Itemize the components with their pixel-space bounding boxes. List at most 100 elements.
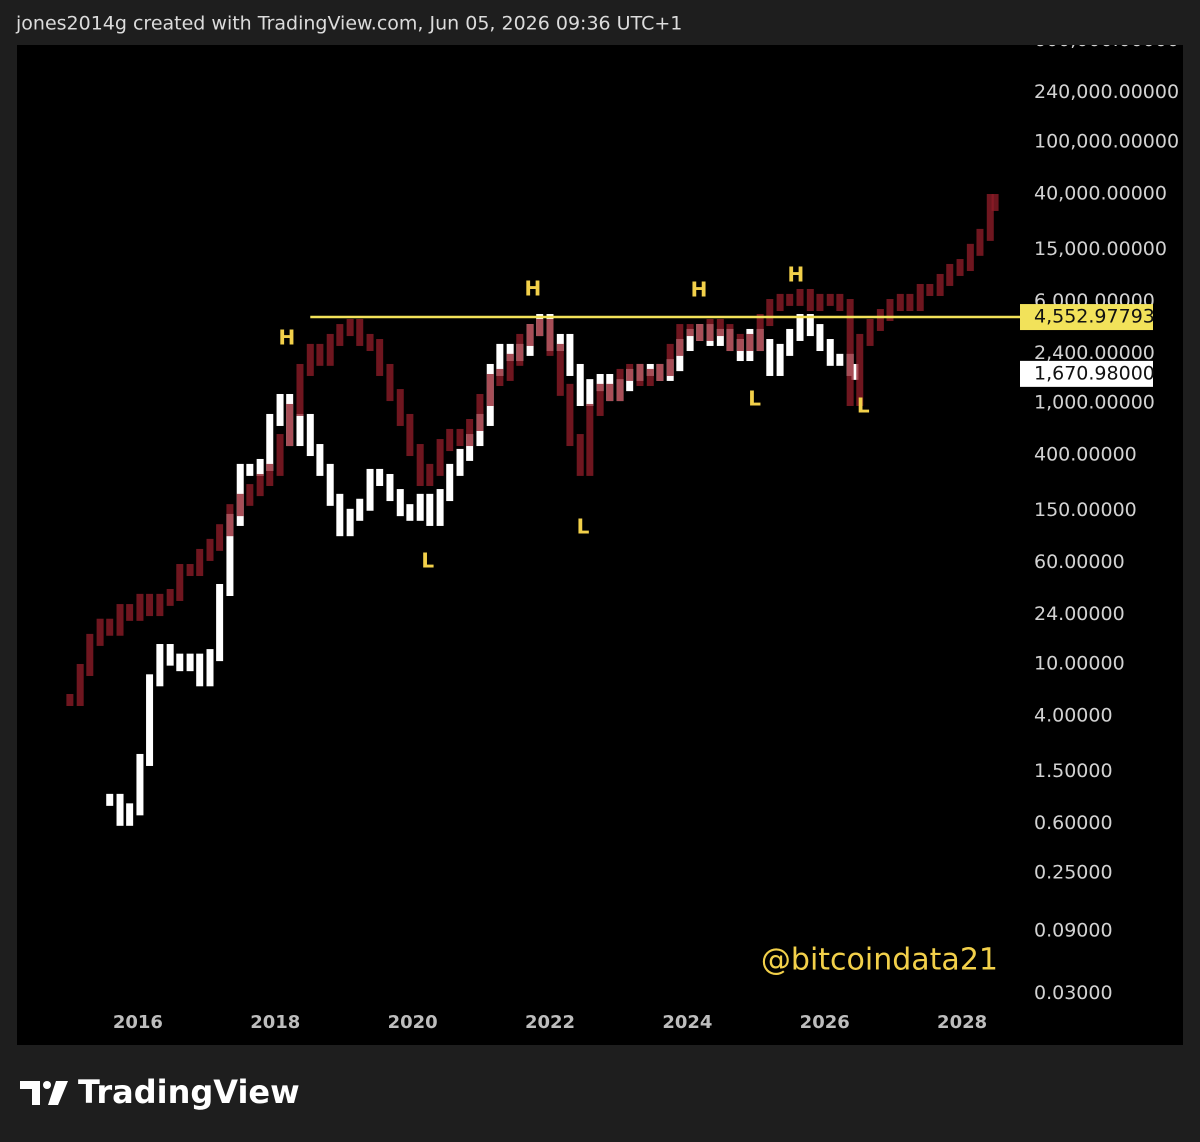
price-bar: [556, 343, 564, 396]
price-bar: [766, 339, 774, 376]
price-bar: [836, 353, 844, 366]
price-bar: [576, 434, 584, 476]
price-bar: [396, 389, 404, 426]
price-bar: [316, 444, 324, 476]
y-tick-label: 240,000.00000: [1034, 81, 1179, 103]
price-bar: [116, 793, 124, 826]
brand: TradingView: [78, 1073, 300, 1111]
price-bar: [796, 314, 804, 341]
price-bar: [266, 413, 274, 471]
price-bar: [466, 434, 474, 461]
price-bar: [396, 489, 404, 517]
price-bar: [206, 538, 214, 561]
y-tick-label: 2,400.00000: [1034, 342, 1155, 364]
price-bar: [126, 803, 134, 826]
price-bar: [586, 379, 594, 406]
price-bar: [476, 393, 484, 432]
price-bar: [696, 324, 704, 341]
price-bar: [796, 288, 804, 306]
price-bar: [416, 444, 424, 486]
price-bar: [156, 593, 164, 617]
price-bar: [406, 504, 414, 521]
price-bar: [246, 463, 254, 476]
price-bar: [456, 448, 464, 476]
x-tick-label: 2016: [113, 1012, 163, 1033]
price-bar: [706, 318, 714, 341]
price-bar: [286, 403, 294, 447]
price-bar: [806, 314, 814, 337]
price-bar: [851, 363, 859, 380]
x-tick-label: 2026: [800, 1012, 850, 1033]
annotation: L: [748, 386, 761, 410]
price-bar: [326, 333, 334, 366]
y-tick-label: 4.00000: [1034, 704, 1113, 726]
price-bar: [446, 428, 454, 452]
price-bar: [186, 653, 194, 672]
price-bar: [956, 259, 964, 276]
price-bar: [736, 333, 744, 352]
annotation: H: [524, 276, 541, 300]
y-tick-label: 40,000.00000: [1034, 182, 1167, 204]
x-tick-label: 2018: [250, 1012, 300, 1033]
price-bar: [226, 513, 234, 597]
price-bar: [406, 413, 414, 457]
price-bar: [326, 463, 334, 506]
price-bar: [226, 504, 234, 537]
price-bar: [106, 793, 114, 806]
price-bar: [496, 343, 504, 376]
chart-panel: [17, 45, 1183, 1045]
price-bar: [186, 564, 194, 577]
price-bar: [296, 363, 304, 416]
price-bar: [616, 368, 624, 402]
price-bar: [96, 618, 104, 646]
price-bar: [866, 318, 874, 346]
price-bar: [466, 419, 474, 447]
y-tick-label: 10.00000: [1034, 653, 1125, 675]
price-bar: [216, 584, 224, 662]
price-bar: [446, 463, 454, 502]
last-price-label: 1,670.98000: [1034, 362, 1155, 384]
y-tick-label: 0.09000: [1034, 920, 1113, 942]
price-bar: [146, 674, 154, 766]
plot: 600,000.00000 240,000.00000 100,000.00000 4…: [66, 45, 1179, 1033]
price-bar: [776, 343, 784, 376]
price-bar: [346, 318, 354, 337]
price-bar: [566, 333, 574, 376]
price-bar: [986, 194, 994, 241]
price-bar: [376, 339, 384, 376]
price-bar: [836, 293, 844, 312]
price-bar: [816, 324, 824, 352]
level-price-box: [1020, 304, 1153, 331]
price-bar: [506, 353, 514, 381]
price-bar: [906, 293, 914, 312]
price-bar: [936, 273, 944, 296]
price-bar: [336, 324, 344, 346]
price-bar: [136, 593, 144, 621]
price-bar: [856, 333, 864, 406]
x-tick-label: 2028: [937, 1012, 987, 1033]
price-bar: [416, 493, 424, 521]
price-bar: [376, 468, 384, 486]
price-bar: [546, 318, 554, 356]
price-bar: [246, 484, 254, 506]
price-bar: [976, 228, 984, 256]
price-bar: [556, 333, 564, 352]
annotation: L: [421, 548, 434, 572]
y-tick-label: 100,000.00000: [1034, 130, 1179, 152]
price-bar: [216, 524, 224, 551]
price-bar: [256, 473, 264, 497]
price-bar: [346, 508, 354, 537]
price-bar: [626, 363, 634, 381]
price-bar: [606, 383, 614, 402]
price-bar: [826, 293, 834, 306]
price-bar: [896, 293, 904, 312]
logo: [20, 1081, 68, 1105]
annotation: H: [279, 326, 296, 350]
price-bar: [116, 604, 124, 636]
price-bar: [806, 288, 814, 312]
y-tick-label: 0.60000: [1034, 812, 1113, 834]
x-tick-label: 2024: [662, 1012, 712, 1033]
price-bar: [636, 363, 644, 386]
price-bar: [306, 343, 314, 376]
